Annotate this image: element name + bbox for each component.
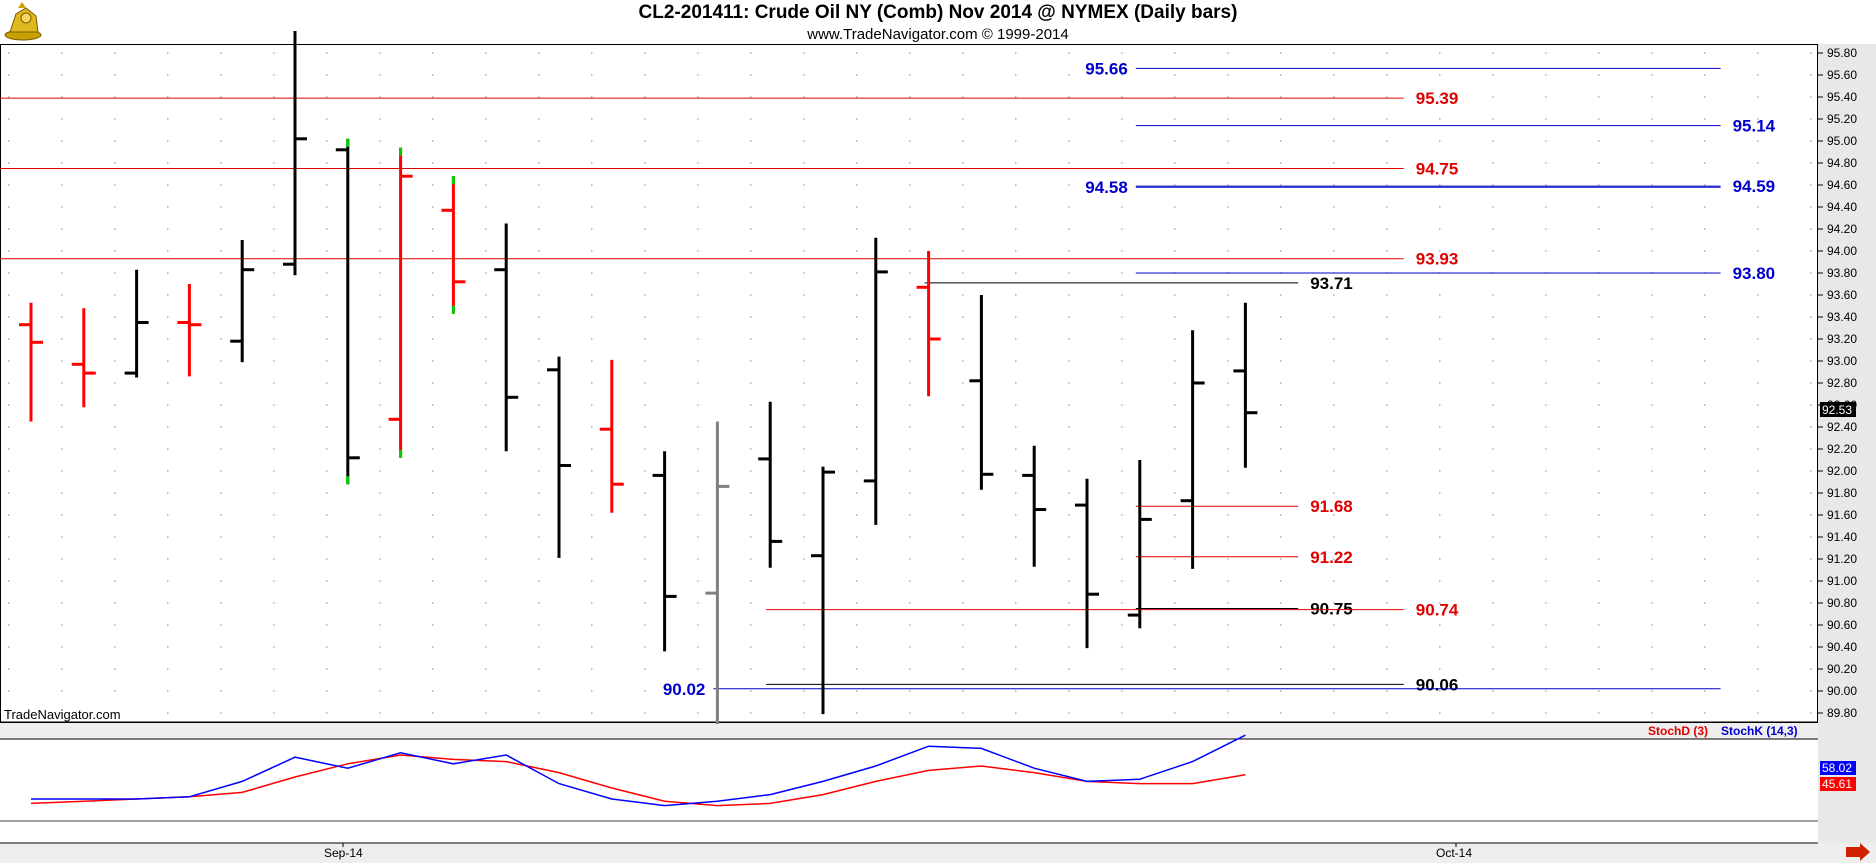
stoch-d-value: 45.61 (1822, 777, 1852, 791)
ohlc-bar (1075, 478, 1099, 649)
level-label: 94.75 (1416, 160, 1459, 179)
y-tick-label: 89.80 (1827, 706, 1857, 720)
ohlc-bar (283, 31, 307, 276)
level-label: 95.39 (1416, 89, 1459, 108)
y-tick-label: 91.20 (1827, 552, 1857, 566)
y-tick-label: 91.60 (1827, 508, 1857, 522)
ohlc-bar (652, 451, 677, 652)
ohlc-bar (1180, 330, 1205, 569)
ohlc-bar (758, 401, 783, 568)
level-label: 93.71 (1310, 274, 1353, 293)
level-label: 95.66 (1085, 59, 1128, 78)
trade-navigator-logo-icon (4, 2, 42, 41)
level-label: 94.58 (1085, 178, 1128, 197)
y-tick-label: 95.00 (1827, 134, 1857, 148)
ohlc-bar (705, 421, 730, 724)
scroll-right-arrow-icon[interactable] (1846, 843, 1870, 861)
ohlc-bar (969, 295, 994, 490)
y-tick-label: 91.80 (1827, 486, 1857, 500)
y-tick-label: 95.60 (1827, 68, 1857, 82)
y-tick-label: 91.00 (1827, 574, 1857, 588)
price-levels: 95.66 95.39 95.14 94.75 94.59 94.58 93.93 93.80… (0, 59, 1776, 699)
ohlc-bar (230, 240, 255, 363)
y-tick-label: 94.20 (1827, 222, 1857, 236)
ohlc-bar (811, 466, 835, 715)
ohlc-bar (388, 147, 413, 458)
stoch-k-value-box (1820, 761, 1856, 775)
y-tick-label: 90.40 (1827, 640, 1857, 654)
y-tick-label: 95.20 (1827, 112, 1857, 126)
y-tick-label: 90.20 (1827, 662, 1857, 676)
ohlc-bar (441, 176, 466, 314)
y-tick-label: 95.40 (1827, 90, 1857, 104)
y-tick-label: 93.80 (1827, 266, 1857, 280)
ohlc-bar (19, 302, 43, 422)
level-label: 90.06 (1416, 675, 1459, 694)
y-tick-label: 93.00 (1827, 354, 1857, 368)
level-label: 90.74 (1416, 601, 1459, 620)
y-tick-label: 92.80 (1827, 376, 1857, 390)
axis-panel-background (1818, 44, 1876, 863)
level-label: 90.75 (1310, 600, 1353, 619)
y-tick-label: 94.40 (1827, 200, 1857, 214)
stoch-d-line (30, 754, 1246, 807)
x-label-sep: Sep-14 (324, 846, 363, 860)
level-label: 95.14 (1733, 117, 1776, 136)
chart-subtitle: www.TradeNavigator.com © 1999-2014 (807, 26, 1069, 43)
y-tick-label: 94.00 (1827, 244, 1857, 258)
level-label: 90.02 (663, 680, 706, 699)
ohlc-bar (494, 223, 519, 452)
y-tick-label: 94.60 (1827, 178, 1857, 192)
ohlc-bar (1127, 460, 1152, 629)
y-tick-label: 90.60 (1827, 618, 1857, 632)
y-tick-label: 94.80 (1827, 156, 1857, 170)
last-price-label: 92.53 (1822, 403, 1852, 417)
level-label: 91.22 (1310, 548, 1353, 567)
grid-dots (8, 52, 1812, 714)
y-tick-label: 93.60 (1827, 288, 1857, 302)
ohlc-bar (863, 237, 888, 525)
stoch-header-strip (0, 723, 1818, 739)
y-tick-label: 90.80 (1827, 596, 1857, 610)
level-label: 94.59 (1733, 177, 1776, 196)
date-axis-strip (0, 843, 1876, 863)
y-tick-label: 90.00 (1827, 684, 1857, 698)
y-tick-label: 93.40 (1827, 310, 1857, 324)
ohlc-bar (71, 308, 96, 408)
ohlc-bar (124, 269, 149, 378)
y-tick-label: 91.40 (1827, 530, 1857, 544)
ohlc-bar (916, 251, 941, 397)
level-label: 93.80 (1733, 264, 1776, 283)
stoch-d-legend: StochD (3) (1648, 724, 1708, 738)
stochastic-panel (30, 734, 1246, 807)
stoch-k-value: 58.02 (1822, 761, 1852, 775)
y-tick-label: 92.20 (1827, 442, 1857, 456)
stoch-d-value-box (1820, 777, 1856, 791)
level-label: 93.93 (1416, 250, 1459, 269)
ohlc-bars (19, 31, 1258, 724)
y-tick-label: 95.80 (1827, 46, 1857, 60)
ohlc-bar (599, 359, 624, 513)
watermark-label: TradeNavigator.com (4, 707, 121, 722)
ohlc-bar (1022, 445, 1047, 567)
ohlc-bar (335, 138, 360, 485)
grid-dot-pattern (8, 52, 1812, 714)
stoch-k-legend: StochK (14,3) (1721, 724, 1798, 738)
ohlc-bar (1233, 302, 1258, 468)
level-label: 91.68 (1310, 497, 1353, 516)
ohlc-bar (547, 356, 571, 558)
stoch-k-line (31, 734, 1246, 807)
chart-title: CL2-201411: Crude Oil NY (Comb) Nov 2014… (638, 2, 1238, 23)
y-tick-label: 92.40 (1827, 420, 1857, 434)
price-axis: 95.80 95.60 95.40 95.20 95.00 94.80 94.60 94.40… (1818, 46, 1857, 720)
x-label-oct: Oct-14 (1436, 846, 1472, 860)
ohlc-bar (177, 284, 202, 377)
y-tick-label: 93.20 (1827, 332, 1857, 346)
y-tick-label: 92.00 (1827, 464, 1857, 478)
last-price-box (1820, 402, 1856, 417)
